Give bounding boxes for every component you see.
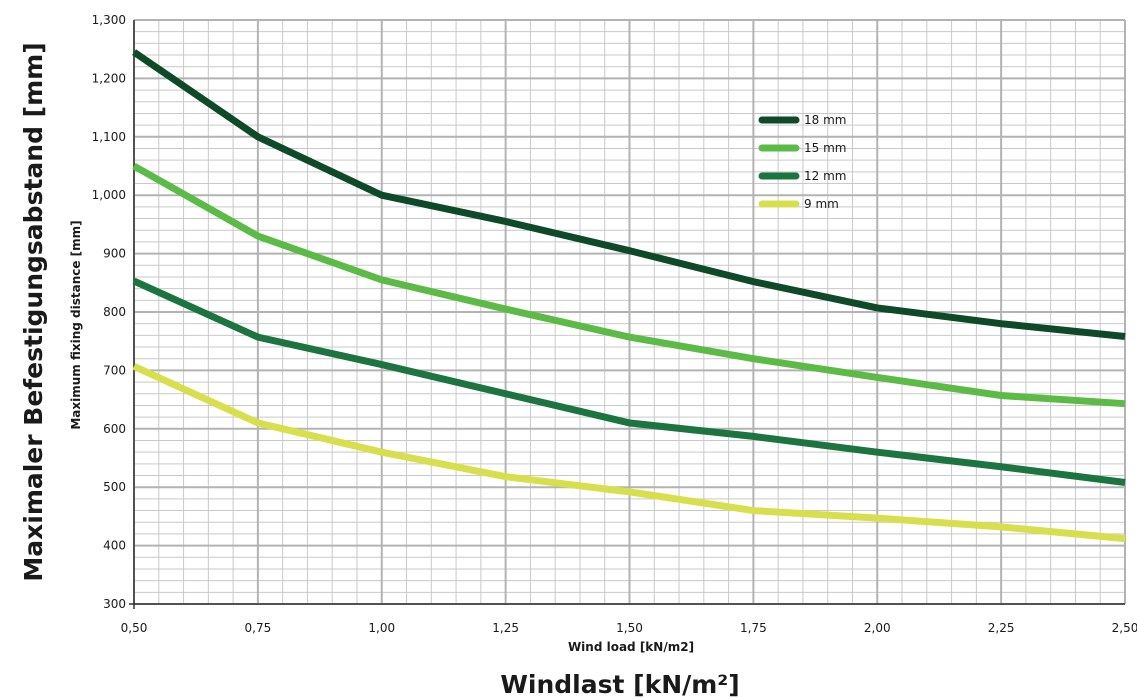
y-tick-label: 800 — [103, 305, 126, 319]
y-tick-label: 500 — [103, 480, 126, 494]
y-tick-label: 900 — [103, 247, 126, 261]
series-line — [132, 162, 1126, 408]
x-tick-label: 1,50 — [616, 621, 643, 635]
y-tick-label: 1,200 — [92, 71, 126, 85]
x-tick-label: 1,00 — [368, 621, 395, 635]
y-tick-label: 700 — [103, 363, 126, 377]
y-axis-label: Maximum fixing distance [mm] — [69, 220, 83, 429]
x-tick-label: 2,50 — [1112, 621, 1137, 635]
y-tick-label: 400 — [103, 539, 126, 553]
y-tick-label: 1,300 — [92, 13, 126, 27]
series-line — [132, 277, 1126, 487]
legend-label: 18 mm — [804, 113, 846, 127]
x-tick-label: 2,00 — [864, 621, 891, 635]
y-tick-label: 1,000 — [92, 188, 126, 202]
y-tick-labels: 300 400 500 600 700 800 900 1,000 1,100 1,200 1,30… — [92, 13, 126, 611]
y-tick-label: 600 — [103, 422, 126, 436]
x-axis-label: Wind load [kN/m2] — [568, 640, 694, 654]
x-axis-title: Windlast [kN/m²] — [500, 670, 739, 699]
y-axis-title: Maximaler Befestigungsabstand [mm] — [19, 42, 48, 581]
x-tick-label: 0,75 — [245, 621, 272, 635]
legend: 18 mm 15 mm 12 mm 9 mm — [758, 113, 846, 211]
axes — [129, 20, 1125, 609]
y-tick-label: 300 — [103, 597, 126, 611]
legend-label: 12 mm — [804, 169, 846, 183]
legend-label: 9 mm — [804, 197, 839, 211]
series-lines — [132, 49, 1126, 543]
x-tick-label: 2,25 — [988, 621, 1015, 635]
series-line — [132, 49, 1126, 341]
x-tick-label: 0,50 — [121, 621, 148, 635]
legend-label: 15 mm — [804, 141, 846, 155]
x-tick-label: 1,25 — [492, 621, 519, 635]
y-tick-label: 1,100 — [92, 130, 126, 144]
series-line — [132, 363, 1126, 543]
x-tick-label: 1,75 — [740, 621, 767, 635]
x-tick-labels: 0,50 0,75 1,00 1,25 1,50 1,75 2,00 2,25 2,50 — [121, 621, 1137, 635]
